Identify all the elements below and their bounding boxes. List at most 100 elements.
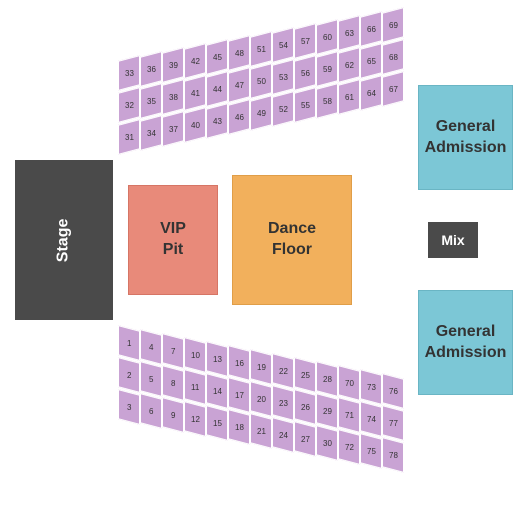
bottom-section-seat[interactable]: 5 bbox=[140, 361, 162, 397]
bottom-section-seat[interactable]: 28 bbox=[316, 361, 338, 397]
bottom-section-seat[interactable]: 11 bbox=[184, 369, 206, 405]
bottom-section-seat[interactable]: 8 bbox=[162, 365, 184, 401]
bottom-section-seat[interactable]: 23 bbox=[272, 385, 294, 421]
bottom-section-seat[interactable]: 24 bbox=[272, 417, 294, 453]
ga-bottom[interactable]: General Admission bbox=[418, 290, 513, 395]
seat-number: 47 bbox=[235, 81, 244, 90]
top-section-seat[interactable]: 57 bbox=[294, 23, 316, 59]
mix-label: Mix bbox=[441, 231, 464, 249]
seat-number: 61 bbox=[345, 93, 354, 102]
bottom-section-seat[interactable]: 22 bbox=[272, 353, 294, 389]
seat-number: 6 bbox=[149, 406, 153, 415]
top-section-seat[interactable]: 61 bbox=[338, 79, 360, 115]
top-section-seat[interactable]: 45 bbox=[206, 39, 228, 75]
ga-top[interactable]: General Admission bbox=[418, 85, 513, 190]
bottom-section-seat[interactable]: 21 bbox=[250, 413, 272, 449]
top-section-seat[interactable]: 65 bbox=[360, 43, 382, 79]
bottom-section-seat[interactable]: 74 bbox=[360, 401, 382, 437]
top-section-seat[interactable]: 69 bbox=[382, 7, 404, 43]
top-section-seat[interactable]: 67 bbox=[382, 71, 404, 107]
top-section-seat[interactable]: 37 bbox=[162, 111, 184, 147]
top-section-seat[interactable]: 44 bbox=[206, 71, 228, 107]
bottom-section-seat[interactable]: 18 bbox=[228, 409, 250, 445]
bottom-section-seat[interactable]: 3 bbox=[118, 389, 140, 425]
top-section-seat[interactable]: 62 bbox=[338, 47, 360, 83]
top-section-seat[interactable]: 58 bbox=[316, 83, 338, 119]
bottom-section-seat[interactable]: 15 bbox=[206, 405, 228, 441]
stage[interactable]: Stage bbox=[15, 160, 113, 320]
top-section-seat[interactable]: 33 bbox=[118, 55, 140, 91]
top-section-seat[interactable]: 40 bbox=[184, 107, 206, 143]
bottom-section-seat[interactable]: 10 bbox=[184, 337, 206, 373]
seat-number: 16 bbox=[235, 359, 244, 368]
bottom-section-seat[interactable]: 75 bbox=[360, 433, 382, 469]
top-section-seat[interactable]: 51 bbox=[250, 31, 272, 67]
top-section-seat[interactable]: 36 bbox=[140, 51, 162, 87]
bottom-section-seat[interactable]: 14 bbox=[206, 373, 228, 409]
seat-number: 20 bbox=[257, 395, 266, 404]
bottom-section-seat[interactable]: 20 bbox=[250, 381, 272, 417]
bottom-section-seat[interactable]: 30 bbox=[316, 425, 338, 461]
bottom-section-seat[interactable]: 16 bbox=[228, 345, 250, 381]
bottom-section-seat[interactable]: 7 bbox=[162, 333, 184, 369]
top-section-seat[interactable]: 34 bbox=[140, 115, 162, 151]
top-section-seat[interactable]: 60 bbox=[316, 19, 338, 55]
top-section-seat[interactable]: 48 bbox=[228, 35, 250, 71]
top-section-seat[interactable]: 53 bbox=[272, 59, 294, 95]
top-section-seat[interactable]: 31 bbox=[118, 119, 140, 155]
top-section-seat[interactable]: 50 bbox=[250, 63, 272, 99]
top-section-seat[interactable]: 47 bbox=[228, 67, 250, 103]
dance-floor[interactable]: Dance Floor bbox=[232, 175, 352, 305]
bottom-section-seat[interactable]: 1 bbox=[118, 325, 140, 361]
bottom-section-seat[interactable]: 29 bbox=[316, 393, 338, 429]
seat-number: 33 bbox=[125, 69, 134, 78]
bottom-section-seat[interactable]: 77 bbox=[382, 405, 404, 441]
bottom-section-seat[interactable]: 25 bbox=[294, 357, 316, 393]
top-section-seat[interactable]: 64 bbox=[360, 75, 382, 111]
bottom-section-seat[interactable]: 76 bbox=[382, 373, 404, 409]
bottom-section-seat[interactable]: 9 bbox=[162, 397, 184, 433]
seat-number: 72 bbox=[345, 443, 354, 452]
bottom-section-seat[interactable]: 17 bbox=[228, 377, 250, 413]
bottom-section-seat[interactable]: 19 bbox=[250, 349, 272, 385]
bottom-section-seat[interactable]: 6 bbox=[140, 393, 162, 429]
seat-number: 29 bbox=[323, 407, 332, 416]
bottom-section-seat[interactable]: 26 bbox=[294, 389, 316, 425]
top-section-seat[interactable]: 52 bbox=[272, 91, 294, 127]
bottom-section-seat[interactable]: 4 bbox=[140, 329, 162, 365]
bottom-section-seat[interactable]: 73 bbox=[360, 369, 382, 405]
top-section-seat[interactable]: 55 bbox=[294, 87, 316, 123]
bottom-section-seat[interactable]: 13 bbox=[206, 341, 228, 377]
bottom-section-seat[interactable]: 12 bbox=[184, 401, 206, 437]
seat-number: 32 bbox=[125, 101, 134, 110]
top-section-seat[interactable]: 46 bbox=[228, 99, 250, 135]
vip-pit[interactable]: VIP Pit bbox=[128, 185, 218, 295]
top-section-seat[interactable]: 41 bbox=[184, 75, 206, 111]
top-section-seat[interactable]: 54 bbox=[272, 27, 294, 63]
seat-number: 54 bbox=[279, 41, 288, 50]
seat-number: 19 bbox=[257, 363, 266, 372]
top-section-seat[interactable]: 42 bbox=[184, 43, 206, 79]
top-section-seat[interactable]: 66 bbox=[360, 11, 382, 47]
top-section-seat[interactable]: 59 bbox=[316, 51, 338, 87]
bottom-section-seat[interactable]: 78 bbox=[382, 437, 404, 473]
top-section-seat[interactable]: 39 bbox=[162, 47, 184, 83]
bottom-section-seat[interactable]: 71 bbox=[338, 397, 360, 433]
seat-number: 26 bbox=[301, 403, 310, 412]
top-section-seat[interactable]: 32 bbox=[118, 87, 140, 123]
seat-number: 37 bbox=[169, 125, 178, 134]
bottom-section-seat[interactable]: 72 bbox=[338, 429, 360, 465]
top-section-seat[interactable]: 38 bbox=[162, 79, 184, 115]
top-section-seat[interactable]: 56 bbox=[294, 55, 316, 91]
bottom-section-seat[interactable]: 2 bbox=[118, 357, 140, 393]
top-section-seat[interactable]: 63 bbox=[338, 15, 360, 51]
bottom-section-seat[interactable]: 27 bbox=[294, 421, 316, 457]
top-section-seat[interactable]: 49 bbox=[250, 95, 272, 131]
top-section-seat[interactable]: 35 bbox=[140, 83, 162, 119]
mix[interactable]: Mix bbox=[428, 222, 478, 258]
top-section-seat[interactable]: 68 bbox=[382, 39, 404, 75]
seat-number: 21 bbox=[257, 427, 266, 436]
seat-number: 15 bbox=[213, 419, 222, 428]
top-section-seat[interactable]: 43 bbox=[206, 103, 228, 139]
bottom-section-seat[interactable]: 70 bbox=[338, 365, 360, 401]
